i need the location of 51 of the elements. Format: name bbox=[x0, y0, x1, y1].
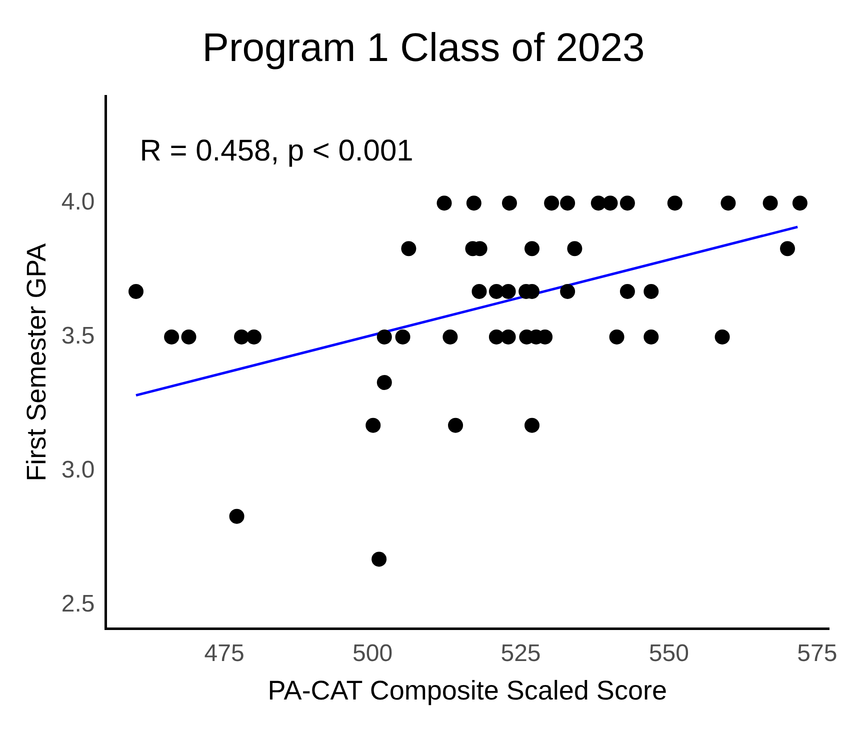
point bbox=[164, 329, 180, 344]
x-tick-label: 525 bbox=[500, 640, 541, 667]
point bbox=[500, 284, 516, 299]
point bbox=[560, 196, 576, 211]
point bbox=[609, 329, 624, 344]
annotation: R = 0.458, p < 0.001 bbox=[140, 134, 414, 168]
point bbox=[448, 418, 464, 433]
point bbox=[128, 284, 144, 299]
x-tick-label: 550 bbox=[648, 640, 689, 667]
point bbox=[620, 196, 635, 211]
point bbox=[234, 329, 250, 344]
point bbox=[376, 329, 392, 344]
point bbox=[246, 329, 262, 344]
y-tick-label: 3.5 bbox=[61, 322, 95, 350]
point bbox=[780, 241, 796, 256]
point bbox=[544, 196, 560, 211]
point bbox=[366, 418, 381, 433]
point bbox=[602, 196, 618, 211]
point bbox=[644, 284, 659, 299]
point bbox=[560, 284, 576, 299]
point bbox=[567, 241, 582, 256]
point bbox=[762, 196, 778, 211]
y-tick-label: 4.0 bbox=[61, 188, 95, 216]
x-tick-label: 475 bbox=[204, 640, 244, 667]
point bbox=[436, 196, 452, 211]
point bbox=[181, 329, 196, 344]
point bbox=[442, 329, 458, 344]
x-tick-label: 500 bbox=[352, 640, 393, 667]
chart-title: Program 1 Class of 2023 bbox=[202, 26, 645, 70]
point bbox=[502, 196, 517, 211]
y-tick-label: 3.0 bbox=[61, 456, 95, 484]
point bbox=[792, 196, 808, 211]
point bbox=[500, 329, 516, 344]
point bbox=[401, 241, 416, 256]
point bbox=[524, 418, 540, 433]
point bbox=[620, 284, 635, 299]
y-tick-label: 2.5 bbox=[61, 590, 95, 618]
point bbox=[229, 508, 244, 524]
point bbox=[372, 552, 387, 567]
point bbox=[667, 196, 682, 211]
y-axis-title: First Semester GPA bbox=[22, 243, 52, 482]
x-tick-label: 575 bbox=[797, 640, 838, 667]
point bbox=[376, 374, 392, 390]
point bbox=[472, 284, 487, 299]
point bbox=[714, 329, 730, 344]
x-axis-title: PA-CAT Composite Scaled Score bbox=[268, 675, 667, 706]
point bbox=[395, 329, 410, 344]
point bbox=[720, 196, 736, 211]
point bbox=[524, 241, 540, 256]
point bbox=[466, 196, 482, 211]
point bbox=[644, 329, 659, 344]
